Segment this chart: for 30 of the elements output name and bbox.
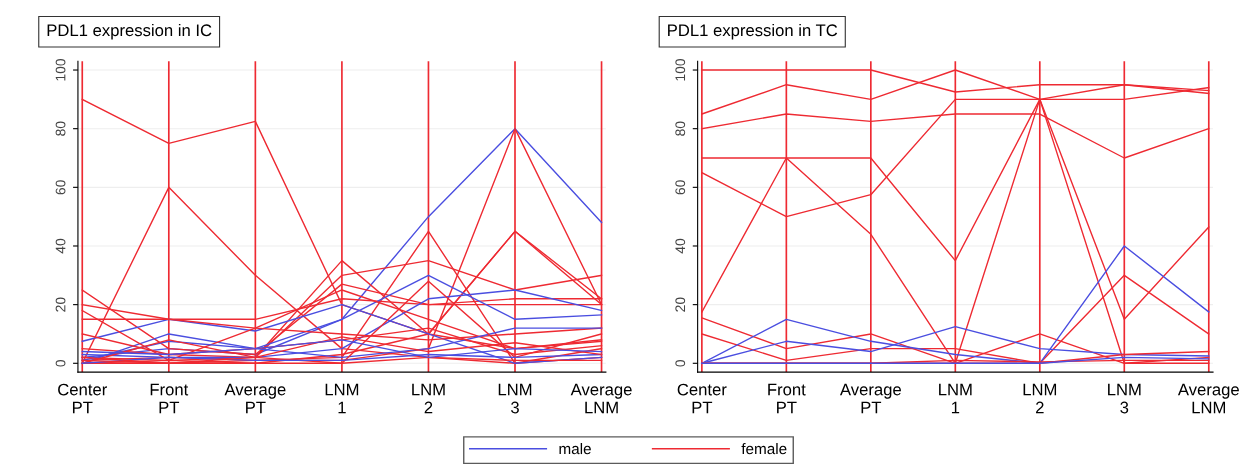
y-tick-label: 100 <box>55 58 66 81</box>
x-tick-label: Center PT <box>677 383 727 414</box>
y-tick-label: 80 <box>55 121 66 136</box>
x-tick-label: Center PT <box>58 383 107 414</box>
y-tick-label: 40 <box>55 238 66 254</box>
x-tick-label: LNM 3 <box>1108 383 1141 414</box>
x-tick-label: LNM 1 <box>939 383 972 414</box>
x-tick-label: LNM 2 <box>412 383 445 414</box>
x-tick-label: Average LNM <box>570 383 632 414</box>
x-tick-label: Front PT <box>768 383 806 414</box>
y-tick-label: 20 <box>55 297 66 312</box>
x-tick-label: Front PT <box>150 383 189 414</box>
x-tick-label: Average LNM <box>1177 383 1239 414</box>
x-tick-label: LNM 3 <box>498 383 532 414</box>
chart-title: PDL1 expression in IC <box>47 23 212 40</box>
y-tick-label: 60 <box>675 180 686 195</box>
x-tick-label: LNM 1 <box>325 383 359 414</box>
x-tick-label: LNM 2 <box>1023 383 1057 414</box>
y-tick-label: 100 <box>675 58 686 81</box>
y-tick-label: 40 <box>675 238 686 254</box>
y-tick-label: 0 <box>675 359 686 367</box>
x-tick-label: Average PT <box>224 383 286 414</box>
x-tick-label: Average PT <box>839 383 901 414</box>
y-tick-label: 20 <box>675 297 686 312</box>
chart-title: PDL1 expression in TC <box>668 23 838 40</box>
y-tick-label: 0 <box>55 359 66 367</box>
legend-label: female <box>741 443 787 455</box>
legend-label: male <box>559 443 591 455</box>
y-tick-label: 80 <box>675 121 686 136</box>
y-tick-label: 60 <box>55 180 66 195</box>
